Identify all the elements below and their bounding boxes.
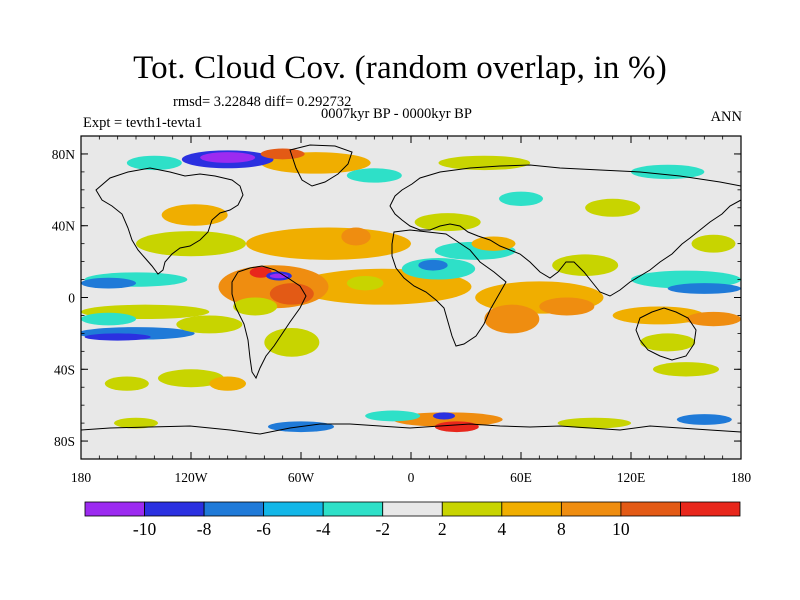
y-tick-label: 0 [68,291,75,306]
y-tick-label: 80S [54,434,75,449]
colorbar-swatch [84,501,145,517]
anomaly-patch [667,283,741,294]
anomaly-patch [471,236,516,251]
colorbar-label: 4 [497,519,506,539]
anomaly-patch [233,297,278,316]
x-tick-label: 120E [617,470,646,485]
anomaly-patch [434,421,479,433]
y-tick-label: 80N [52,147,76,162]
anomaly-patch [557,417,631,429]
colorbar-swatch [203,501,265,517]
anomaly-patch [260,148,305,160]
anomaly-patch [249,266,272,278]
anomaly-patch [691,234,736,253]
anomaly-patch [585,198,641,217]
colorbar-swatch [620,501,681,517]
colorbar-label: 2 [438,519,447,539]
anomaly-patch [346,168,402,183]
colorbar-swatch [322,501,384,517]
colorbar-swatch [441,501,503,517]
anomaly-patch [484,304,540,334]
anomaly-patch [81,312,136,326]
anomaly-patch [341,227,371,246]
y-tick-label: 40S [54,362,75,377]
anomaly-patch [612,306,705,325]
y-tick-label: 40N [52,219,76,234]
anomaly-patch [365,410,421,422]
anomaly-patch [81,277,136,289]
anomaly-patch [209,376,247,391]
period-label: 0007kyr BP - 0000kyr BP [321,106,472,122]
coastline-greenland [289,144,353,187]
anomaly-patch [161,204,228,226]
anomaly-patch [84,333,151,341]
anomaly-patch [686,311,741,327]
x-tick-label: 120W [175,470,208,485]
x-tick-label: 60W [288,470,315,485]
colorbar-label: -2 [375,519,390,539]
anomaly-patch [269,283,314,305]
coastlines [81,144,741,435]
colorbar-swatch [382,501,443,517]
x-tick-label: 0 [408,470,415,485]
colorbar-swatch [263,501,324,517]
colorbar: -10 -8 -6 -4 -2 2 4 8 10 [84,501,741,539]
colorbar-label: -10 [133,519,157,539]
coastline-south-america [231,265,307,380]
anomaly-patch [246,227,411,260]
colorbar-label: -6 [256,519,271,539]
anomaly-patch [200,152,256,163]
anomaly-patch [414,213,481,232]
colorbar-label: -8 [197,519,212,539]
coastline-africa [391,229,507,347]
x-tick-label: 60E [510,470,532,485]
anomaly-patch [539,297,595,316]
anomaly-patch [640,333,696,352]
anomaly-layer [81,148,741,433]
coastline-north-america [95,167,244,275]
coastline-australia [635,307,697,361]
anomaly-patch [676,414,732,425]
colorbar-swatch [144,501,205,517]
colorbar-swatch [560,501,622,517]
anomaly-patch [499,191,543,206]
colorbar-label: 8 [557,519,566,539]
colorbar-swatch [501,501,562,517]
experiment-label: Expt = tevth1-tevta1 [83,115,203,131]
x-tick-label: 180 [71,470,92,485]
anomaly-patch [136,231,246,257]
colorbar-label: 10 [612,519,630,539]
anomaly-patch [346,275,384,291]
anomaly-patch [552,254,619,276]
anomaly-patch [158,369,224,388]
anomaly-patch [433,412,455,420]
season-label: ANN [710,109,742,125]
anomaly-patch [104,376,149,391]
colorbar-swatch [680,501,741,517]
anomaly-patch [631,164,705,180]
anomaly-patch [418,259,448,271]
anomaly-patch [114,417,158,429]
y-axis: 80N 40N 0 40S 80S [52,135,741,460]
anomaly-patch [126,155,182,171]
x-axis: 180 120W 60W 0 60E 120E 180 [71,136,752,485]
anomaly-patch [176,315,243,334]
coastline-antarctica [81,423,741,435]
x-tick-label: 180 [731,470,752,485]
coastline-europe-asia [389,164,741,297]
stats-label: rmsd= 3.22848 diff= 0.292732 [173,94,352,110]
anomaly-patch [653,362,719,377]
anomaly-patch [264,328,320,357]
anomaly-patch [438,155,531,171]
chart-title: Tot. Cloud Cov. (random overlap, in %) [133,50,667,86]
colorbar-label: -4 [316,519,331,539]
